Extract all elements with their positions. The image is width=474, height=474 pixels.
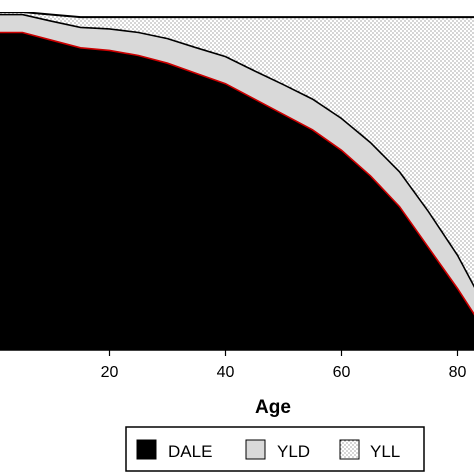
x-tick-label: 40 [217, 364, 235, 381]
x-tick-label: 60 [333, 364, 351, 381]
legend-swatch-yll [339, 439, 360, 460]
x-tick-label: 20 [101, 364, 119, 381]
x-axis-title: Age [255, 397, 291, 418]
area-yld [0, 14, 474, 315]
legend-label-yll: YLL [370, 442, 400, 461]
legend-label-dale: DALE [168, 442, 212, 461]
plot-area [0, 12, 474, 350]
legend-frame [125, 426, 425, 472]
legend: DALE YLD YLL [125, 426, 425, 472]
x-tick-label: 80 [449, 364, 467, 381]
area-yll [0, 12, 474, 287]
line-yld-edge [0, 13, 474, 288]
legend-swatch-yld [245, 439, 266, 460]
line-total [0, 12, 474, 19]
x-axis-ticks: 20 40 60 80 [101, 350, 467, 381]
legend-label-yld: YLD [277, 442, 310, 461]
area-dale [0, 32, 474, 350]
legend-swatch-dale [136, 439, 157, 460]
line-dale-edge [0, 31, 474, 316]
